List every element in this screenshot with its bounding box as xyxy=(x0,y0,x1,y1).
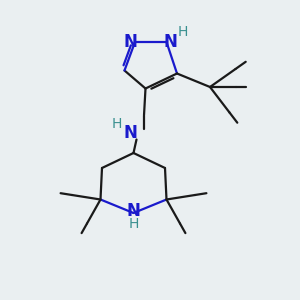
Text: H: H xyxy=(128,218,139,231)
Text: N: N xyxy=(127,202,140,220)
Text: N: N xyxy=(163,33,177,51)
Text: H: H xyxy=(112,118,122,131)
Text: H: H xyxy=(178,25,188,38)
Text: N: N xyxy=(124,124,137,142)
Text: N: N xyxy=(124,33,137,51)
